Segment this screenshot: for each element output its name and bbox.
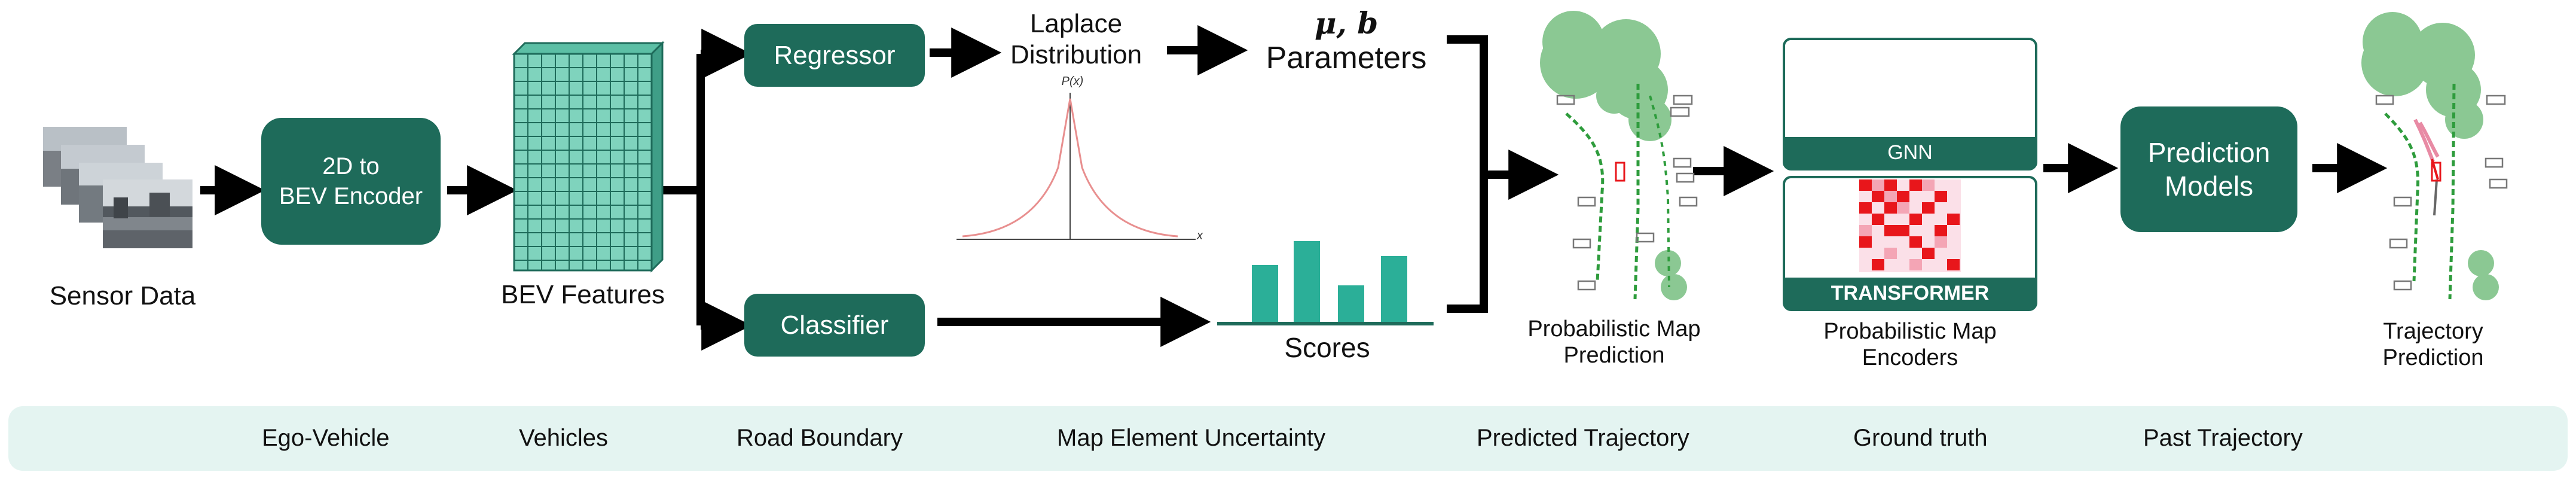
legend-predicted-trajectory: Predicted Trajectory bbox=[1477, 425, 1689, 451]
score-bar bbox=[1252, 265, 1278, 322]
laplace-label: Laplace Distribution bbox=[974, 8, 1178, 71]
gnn-label: GNN bbox=[1887, 141, 1933, 164]
prob-map-line-1: Probabilistic Map bbox=[1527, 316, 1701, 342]
prob-map-line-2: Prediction bbox=[1563, 343, 1665, 368]
legend-vehicles: Vehicles bbox=[519, 425, 608, 451]
encoder-line-1: 2D to bbox=[322, 153, 380, 179]
laplace-xlabel: x bbox=[1196, 229, 1203, 242]
laplace-line-2: Distribution bbox=[1010, 40, 1142, 69]
parameters-label: μ, b Parameters bbox=[1239, 5, 1454, 76]
regressor-box: Regressor bbox=[744, 24, 925, 87]
regressor-label: Regressor bbox=[774, 40, 896, 70]
encoders-line-1: Probabilistic Map bbox=[1823, 319, 1997, 344]
legend-ego-vehicle: Ego-Vehicle bbox=[262, 425, 390, 451]
bev-encoder-box: 2D to BEV Encoder bbox=[261, 118, 441, 245]
laplace-plot: P(x) x bbox=[957, 75, 1203, 242]
scores-bar-chart bbox=[1217, 241, 1434, 325]
bev-feature-grid bbox=[512, 41, 665, 273]
encoder-line-2: BEV Encoder bbox=[279, 183, 423, 209]
flow-arrows bbox=[200, 25, 2388, 351]
transformer-panel: TRANSFORMER bbox=[1783, 176, 2037, 311]
transformer-label: TRANSFORMER bbox=[1831, 281, 1990, 305]
bev-features-label: BEV Features bbox=[501, 280, 665, 309]
trajectory-label: Trajectory Prediction bbox=[2343, 318, 2523, 371]
laplace-line-1: Laplace bbox=[1029, 9, 1123, 38]
params-symbols: μ, b bbox=[1314, 5, 1379, 41]
trajectory-map-illustration bbox=[2361, 12, 2508, 300]
gnn-label-bar: GNN bbox=[1785, 137, 2035, 168]
trajectory-line-2: Prediction bbox=[2382, 345, 2484, 370]
laplace-ylabel: P(x) bbox=[1062, 75, 1084, 88]
encoders-label: Probabilistic Map Encoders bbox=[1802, 318, 2018, 371]
legend-panel bbox=[8, 406, 2568, 471]
classifier-box: Classifier bbox=[744, 294, 925, 357]
score-bar bbox=[1294, 241, 1320, 322]
score-bar bbox=[1338, 285, 1364, 322]
gnn-panel: GNN bbox=[1783, 38, 2037, 171]
transformer-label-bar: TRANSFORMER bbox=[1785, 278, 2035, 309]
trajectory-line-1: Trajectory bbox=[2383, 319, 2483, 344]
params-word: Parameters bbox=[1266, 41, 1427, 75]
legend-past-trajectory: Past Trajectory bbox=[2143, 425, 2303, 451]
prediction-models-box: Prediction Models bbox=[2120, 106, 2297, 232]
legend-ground-truth: Ground truth bbox=[1853, 425, 1988, 451]
laplace-curve bbox=[962, 98, 1178, 238]
sensor-images bbox=[43, 127, 192, 248]
legend-road-boundary: Road Boundary bbox=[737, 425, 903, 451]
attention-grid bbox=[1859, 179, 1961, 272]
prediction-line-2: Models bbox=[2164, 171, 2254, 202]
scores-label: Scores bbox=[1284, 332, 1370, 363]
legend-map-uncertainty: Map Element Uncertainty bbox=[1057, 425, 1326, 451]
prob-map-label: Probabilistic Map Prediction bbox=[1507, 316, 1722, 369]
prediction-line-1: Prediction bbox=[2147, 137, 2271, 168]
encoders-line-2: Encoders bbox=[1862, 345, 1958, 370]
classifier-label: Classifier bbox=[780, 310, 889, 340]
prob-map-illustration bbox=[1540, 11, 1698, 300]
sensor-data-label: Sensor Data bbox=[49, 281, 196, 310]
score-bar bbox=[1381, 256, 1407, 322]
